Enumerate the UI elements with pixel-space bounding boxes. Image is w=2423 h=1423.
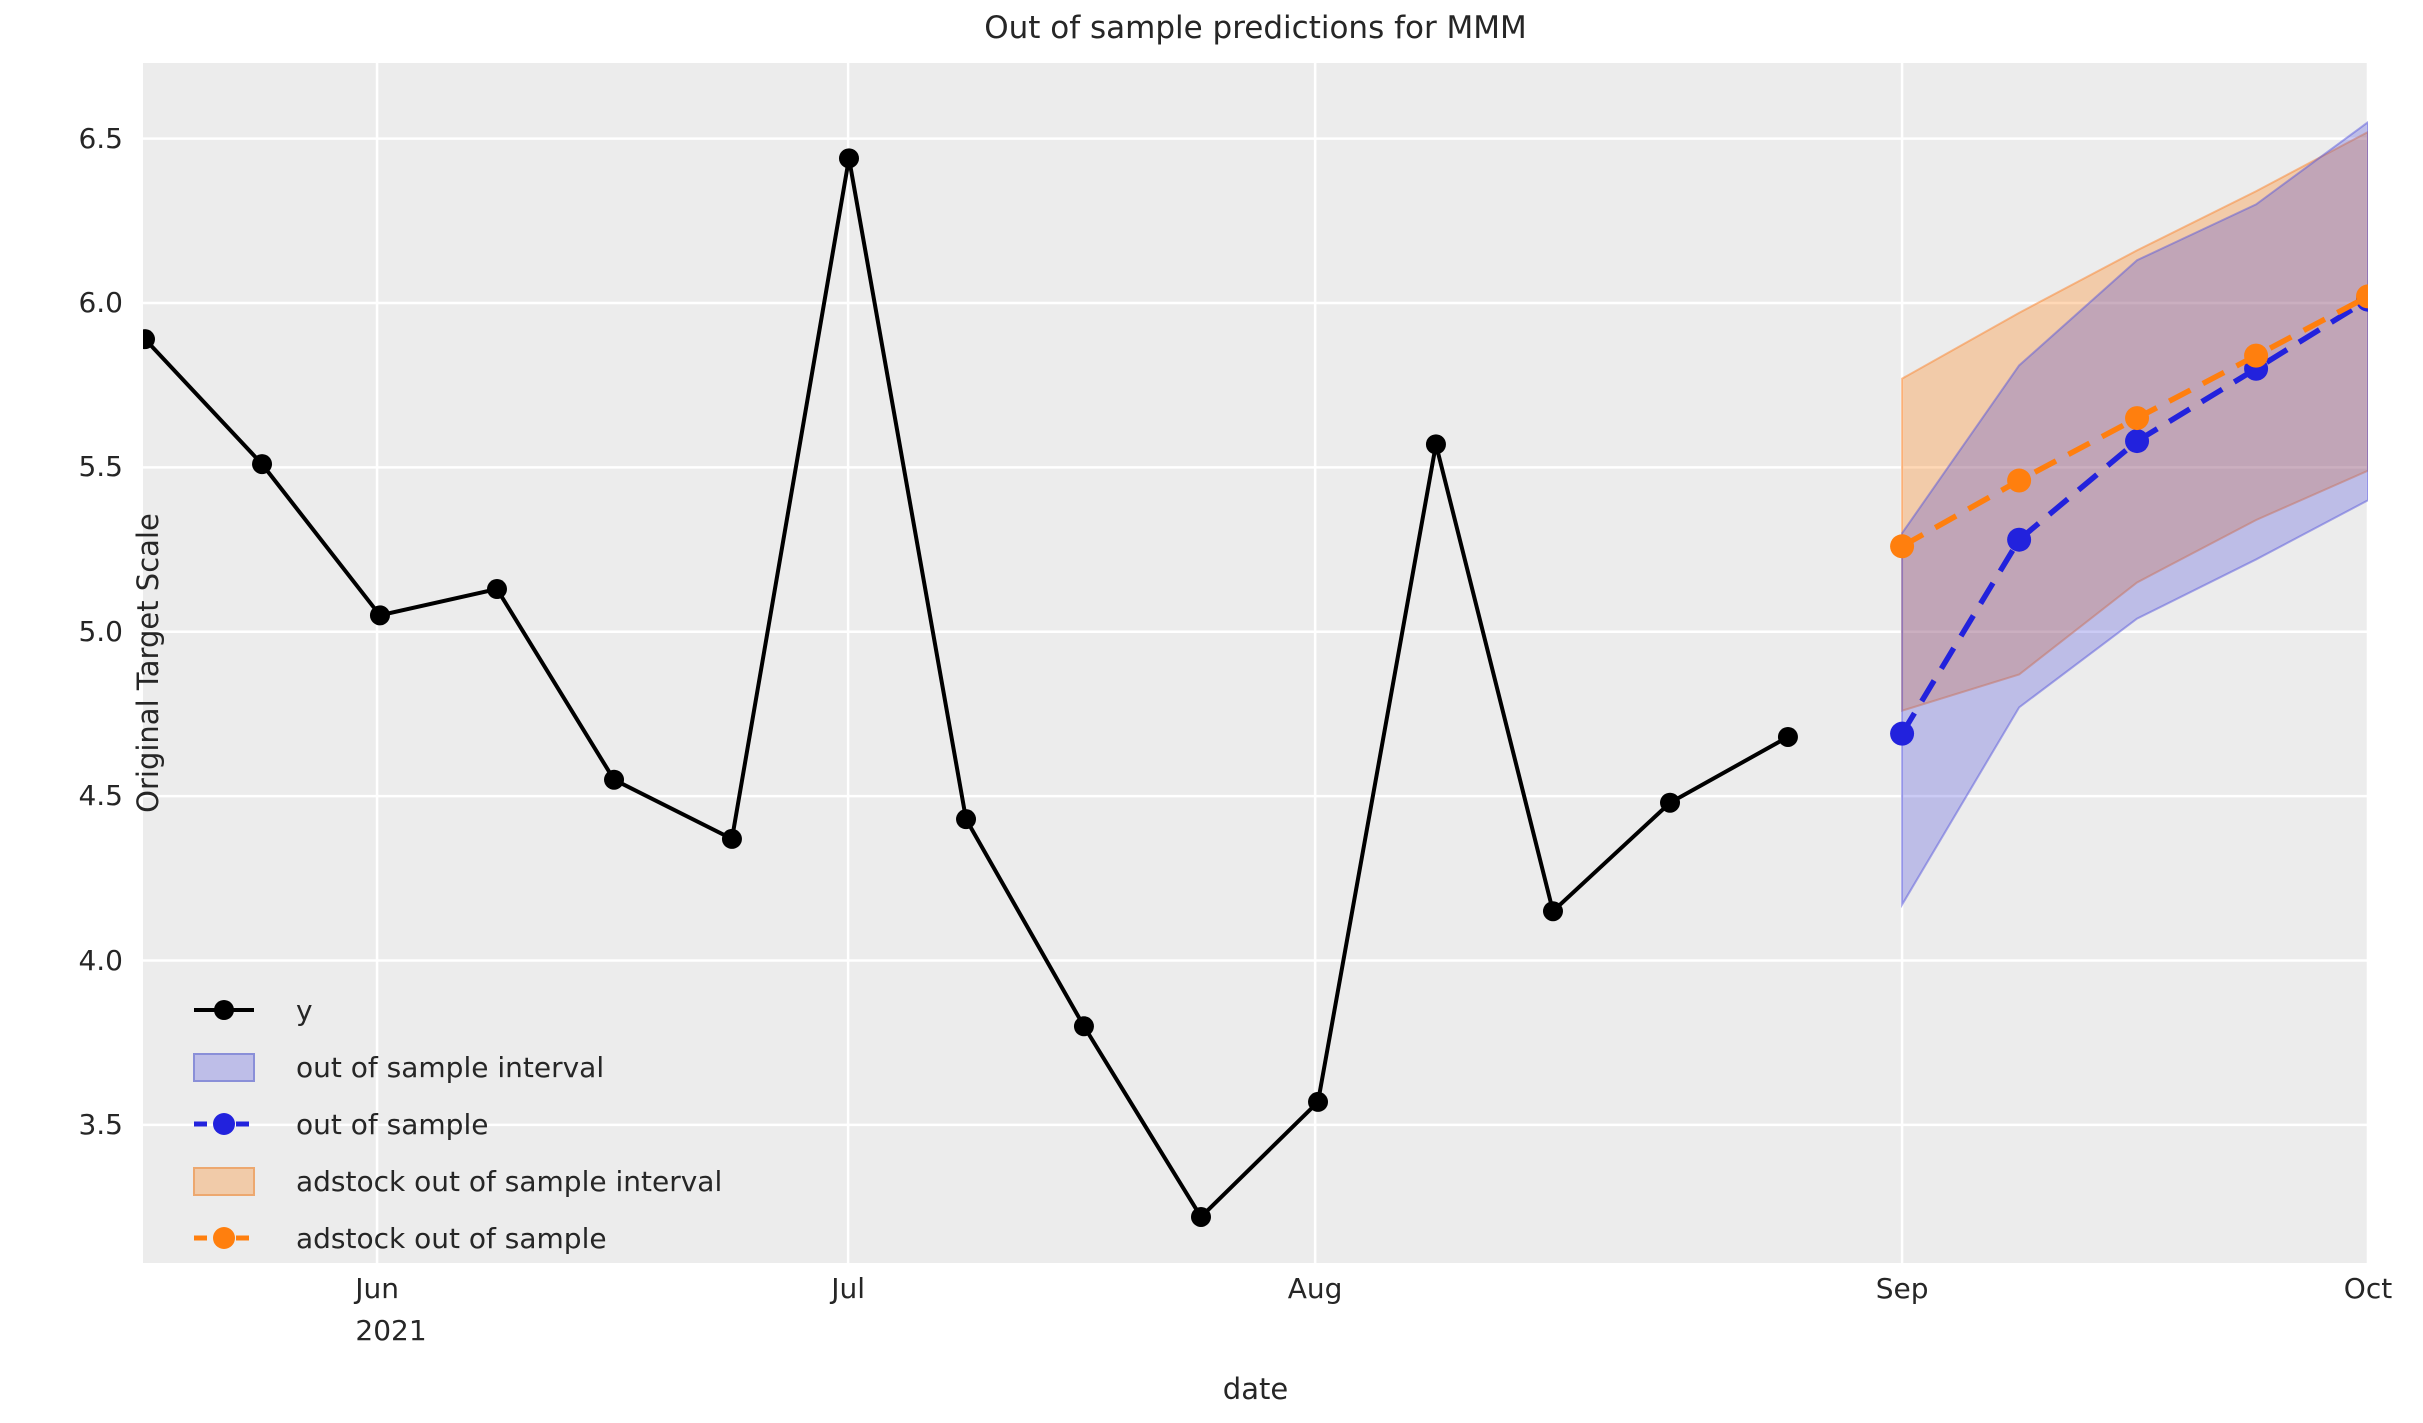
- legend-item-adstock-out-of-sample: adstock out of sample: [192, 1218, 722, 1258]
- data-point: [1542, 901, 1563, 922]
- data-point: [1660, 792, 1681, 813]
- plot-background: [143, 63, 2368, 1263]
- legend-label: out of sample interval: [296, 1050, 605, 1084]
- data-point: [486, 579, 507, 600]
- data-point: [1777, 726, 1798, 747]
- legend-patch-icon: [193, 1053, 255, 1082]
- data-point: [2356, 284, 2368, 309]
- x-tick-label: Aug: [1287, 1272, 1343, 1305]
- legend-label: out of sample: [296, 1107, 489, 1141]
- y-tick-label: 5.5: [78, 450, 123, 484]
- data-point: [1308, 1091, 1329, 1112]
- legend-line-icon: [194, 1000, 254, 1020]
- series-adstock-out-of-sample: [1890, 284, 2368, 559]
- interval-fill: [1901, 120, 2368, 909]
- data-point: [838, 148, 859, 169]
- data-point: [143, 329, 155, 350]
- legend-line-icon: [194, 1227, 254, 1249]
- series-out-of-sample: [1890, 287, 2368, 746]
- legend-item-out-of-sample-interval: out of sample interval: [192, 1047, 722, 1087]
- band-out-of-sample-interval: [1901, 120, 2368, 909]
- series-y: [143, 148, 1798, 1227]
- data-point: [2007, 527, 2032, 552]
- y-tick-label: 6.0: [78, 286, 123, 319]
- data-point: [956, 809, 977, 830]
- x-tick-label: Jun: [355, 1272, 399, 1305]
- data-point: [1425, 434, 1446, 455]
- y-tick-label: 6.5: [78, 121, 123, 155]
- legend-patch-icon: [193, 1167, 255, 1196]
- data-point: [1890, 534, 1915, 559]
- data-point: [2125, 406, 2150, 431]
- legend-line-icon: [194, 1113, 254, 1135]
- legend: y out of sample interval out of sample adst…: [192, 990, 722, 1258]
- legend-item-out-of-sample: out of sample: [192, 1104, 722, 1144]
- y-tick-label: 4.0: [78, 943, 123, 977]
- data-point: [252, 454, 273, 475]
- data-point: [1073, 1016, 1094, 1037]
- legend-item-adstock-out-of-sample-interval: adstock out of sample interval: [192, 1161, 722, 1201]
- data-point: [721, 828, 742, 849]
- x-axis-year-label: 2021: [355, 1314, 427, 1347]
- x-tick-label: Sep: [1875, 1272, 1929, 1305]
- legend-item-y: y: [192, 990, 722, 1030]
- data-point: [2244, 343, 2269, 368]
- data-point: [369, 605, 390, 626]
- x-tick-label: Oct: [2343, 1272, 2393, 1305]
- gridlines: [143, 63, 2370, 1263]
- data-point: [604, 769, 625, 790]
- legend-label: adstock out of sample: [296, 1221, 607, 1255]
- legend-label: y: [296, 993, 313, 1027]
- data-point: [2125, 429, 2150, 454]
- x-axis-label: date: [1222, 1372, 1289, 1406]
- chart-title: Out of sample predictions for MMM: [984, 10, 1527, 46]
- y-axis-label: Original Target Scale: [131, 513, 165, 813]
- y-tick-label: 4.5: [78, 779, 123, 813]
- data-point: [1890, 721, 1915, 746]
- y-tick-label: 5.0: [78, 614, 123, 648]
- legend-label: adstock out of sample interval: [296, 1164, 723, 1198]
- data-point: [1190, 1206, 1211, 1227]
- data-point: [2007, 468, 2032, 493]
- x-tick-label: Jul: [831, 1272, 865, 1305]
- y-tick-label: 3.5: [78, 1107, 123, 1141]
